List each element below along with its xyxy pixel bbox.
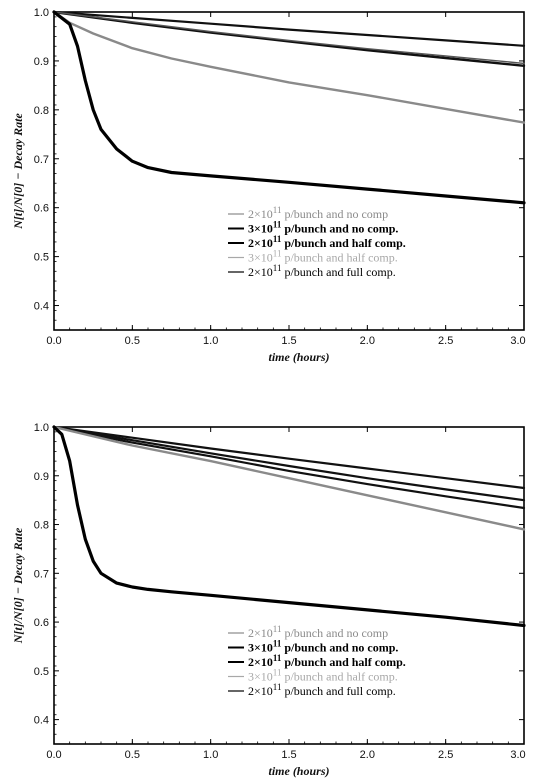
top-chart-panel: 0.0 0.5 1.0 1.5 2.0 2.5 3.0 0.4 0.5 0.6 0.7 0.8 0.9 1… (11, 7, 526, 364)
series-line-1 (52, 425, 526, 490)
legend-entry: 2×1011 p/bunch and full comp. (248, 682, 396, 698)
y-tick-label: 0.7 (34, 568, 49, 580)
y-tick-label: 0.4 (34, 715, 49, 727)
y-tick-label: 0.5 (34, 252, 49, 264)
legend-entry-base: 2×10 (248, 655, 273, 669)
legend-entry-base: 2×10 (248, 684, 273, 698)
legend-entry: 3×1011 p/bunch and half comp. (248, 668, 398, 684)
y-tick-label: 1.0 (34, 7, 49, 19)
y-tick-label: 0.8 (34, 520, 49, 532)
y-axis-label: N[t]/N[0] − Decay Rate (11, 527, 25, 644)
series-line-4 (52, 425, 526, 531)
series-line-1 (52, 10, 526, 47)
legend-entry-exponent: 11 (273, 639, 282, 649)
legend-entry-text: p/bunch and half comp. (281, 251, 397, 265)
legend-entry-base: 3×10 (248, 670, 273, 684)
x-tick-label: 2.5 (438, 335, 453, 347)
x-tick-label: 3.0 (510, 335, 525, 347)
series-line-5 (52, 10, 526, 205)
legend-entry-base: 2×10 (248, 265, 273, 279)
y-tick-label: 0.7 (34, 154, 49, 166)
legend-entry-exponent: 11 (273, 205, 282, 215)
x-tick-label: 2.0 (360, 335, 375, 347)
legend-entry-exponent: 11 (273, 653, 282, 663)
legend-entry-exponent: 11 (273, 624, 282, 634)
x-tick-label: 2.0 (360, 749, 375, 761)
series-line-3 (52, 425, 526, 510)
y-tick-label: 0.6 (34, 617, 49, 629)
y-tick-label: 0.8 (34, 105, 49, 117)
series-line-3 (53, 11, 525, 65)
legend-entry-exponent: 11 (273, 682, 282, 692)
legend-entry: 2×1011 p/bunch and half comp. (248, 234, 406, 250)
legend-entry: 2×1011 p/bunch and no comp (248, 624, 388, 640)
x-tick-label: 2.5 (438, 749, 453, 761)
x-tick-label: 0.0 (46, 335, 61, 347)
legend-entry-text: p/bunch and half comp. (281, 236, 405, 250)
legend-entry: 3×1011 p/bunch and half comp. (248, 249, 398, 265)
x-tick-label: 1.5 (281, 335, 296, 347)
x-tick-label: 0.0 (46, 749, 61, 761)
legend-entry: 3×1011 p/bunch and no comp. (248, 220, 398, 236)
y-tick-label: 0.6 (34, 203, 49, 215)
legend-entry-text: p/bunch and half comp. (281, 655, 405, 669)
legend-entry-exponent: 11 (273, 220, 282, 230)
legend-entry-exponent: 11 (273, 234, 282, 244)
legend-entry-base: 3×10 (248, 251, 273, 265)
y-axis-label: N[t]/N[0] − Decay Rate (11, 113, 25, 230)
legend-entry: 2×1011 p/bunch and no comp (248, 205, 388, 221)
series-line-4 (52, 10, 526, 124)
legend-entry-text: p/bunch and full comp. (281, 265, 395, 279)
x-tick-label: 0.5 (125, 335, 140, 347)
x-axis-label: time (hours) (268, 764, 329, 778)
legend-entry-base: 2×10 (248, 236, 273, 250)
legend-entry: 2×1011 p/bunch and half comp. (248, 653, 406, 669)
x-axis-label: time (hours) (268, 350, 329, 364)
legend-entry-base: 2×10 (248, 207, 273, 221)
x-tick-label: 1.0 (203, 335, 218, 347)
x-tick-label: 0.5 (125, 749, 140, 761)
legend-entry-base: 3×10 (248, 222, 273, 236)
y-tick-label: 1.0 (34, 422, 49, 434)
x-tick-label: 1.5 (281, 749, 296, 761)
y-tick-label: 0.4 (34, 301, 49, 313)
legend-entry-text: p/bunch and no comp (281, 626, 388, 640)
legend-entry-base: 2×10 (248, 626, 273, 640)
legend-entry-text: p/bunch and full comp. (281, 684, 395, 698)
legend-entry-text: p/bunch and no comp (281, 207, 388, 221)
legend-entry-exponent: 11 (273, 668, 282, 678)
series-line-2 (52, 425, 526, 502)
legend-entry-text: p/bunch and half comp. (281, 670, 397, 684)
bottom-chart-panel: 0.0 0.5 1.0 1.5 2.0 2.5 3.0 0.4 0.5 0.6 0.7 0.8 0.9 1… (11, 422, 526, 778)
legend-entry-text: p/bunch and no comp. (281, 641, 398, 655)
y-tick-label: 0.9 (34, 471, 49, 483)
series-line-2 (52, 10, 526, 68)
legend-entry: 2×1011 p/bunch and full comp. (248, 263, 396, 279)
legend-entry-base: 3×10 (248, 641, 273, 655)
legend-entry-text: p/bunch and no comp. (281, 222, 398, 236)
x-tick-label: 1.0 (203, 749, 218, 761)
y-tick-label: 0.9 (34, 56, 49, 68)
y-tick-label: 0.5 (34, 666, 49, 678)
legend-entry: 3×1011 p/bunch and no comp. (248, 639, 398, 655)
legend-entry-exponent: 11 (273, 263, 282, 273)
legend-entry-exponent: 11 (273, 249, 282, 259)
x-tick-label: 3.0 (510, 749, 525, 761)
series-line-5 (52, 425, 526, 628)
